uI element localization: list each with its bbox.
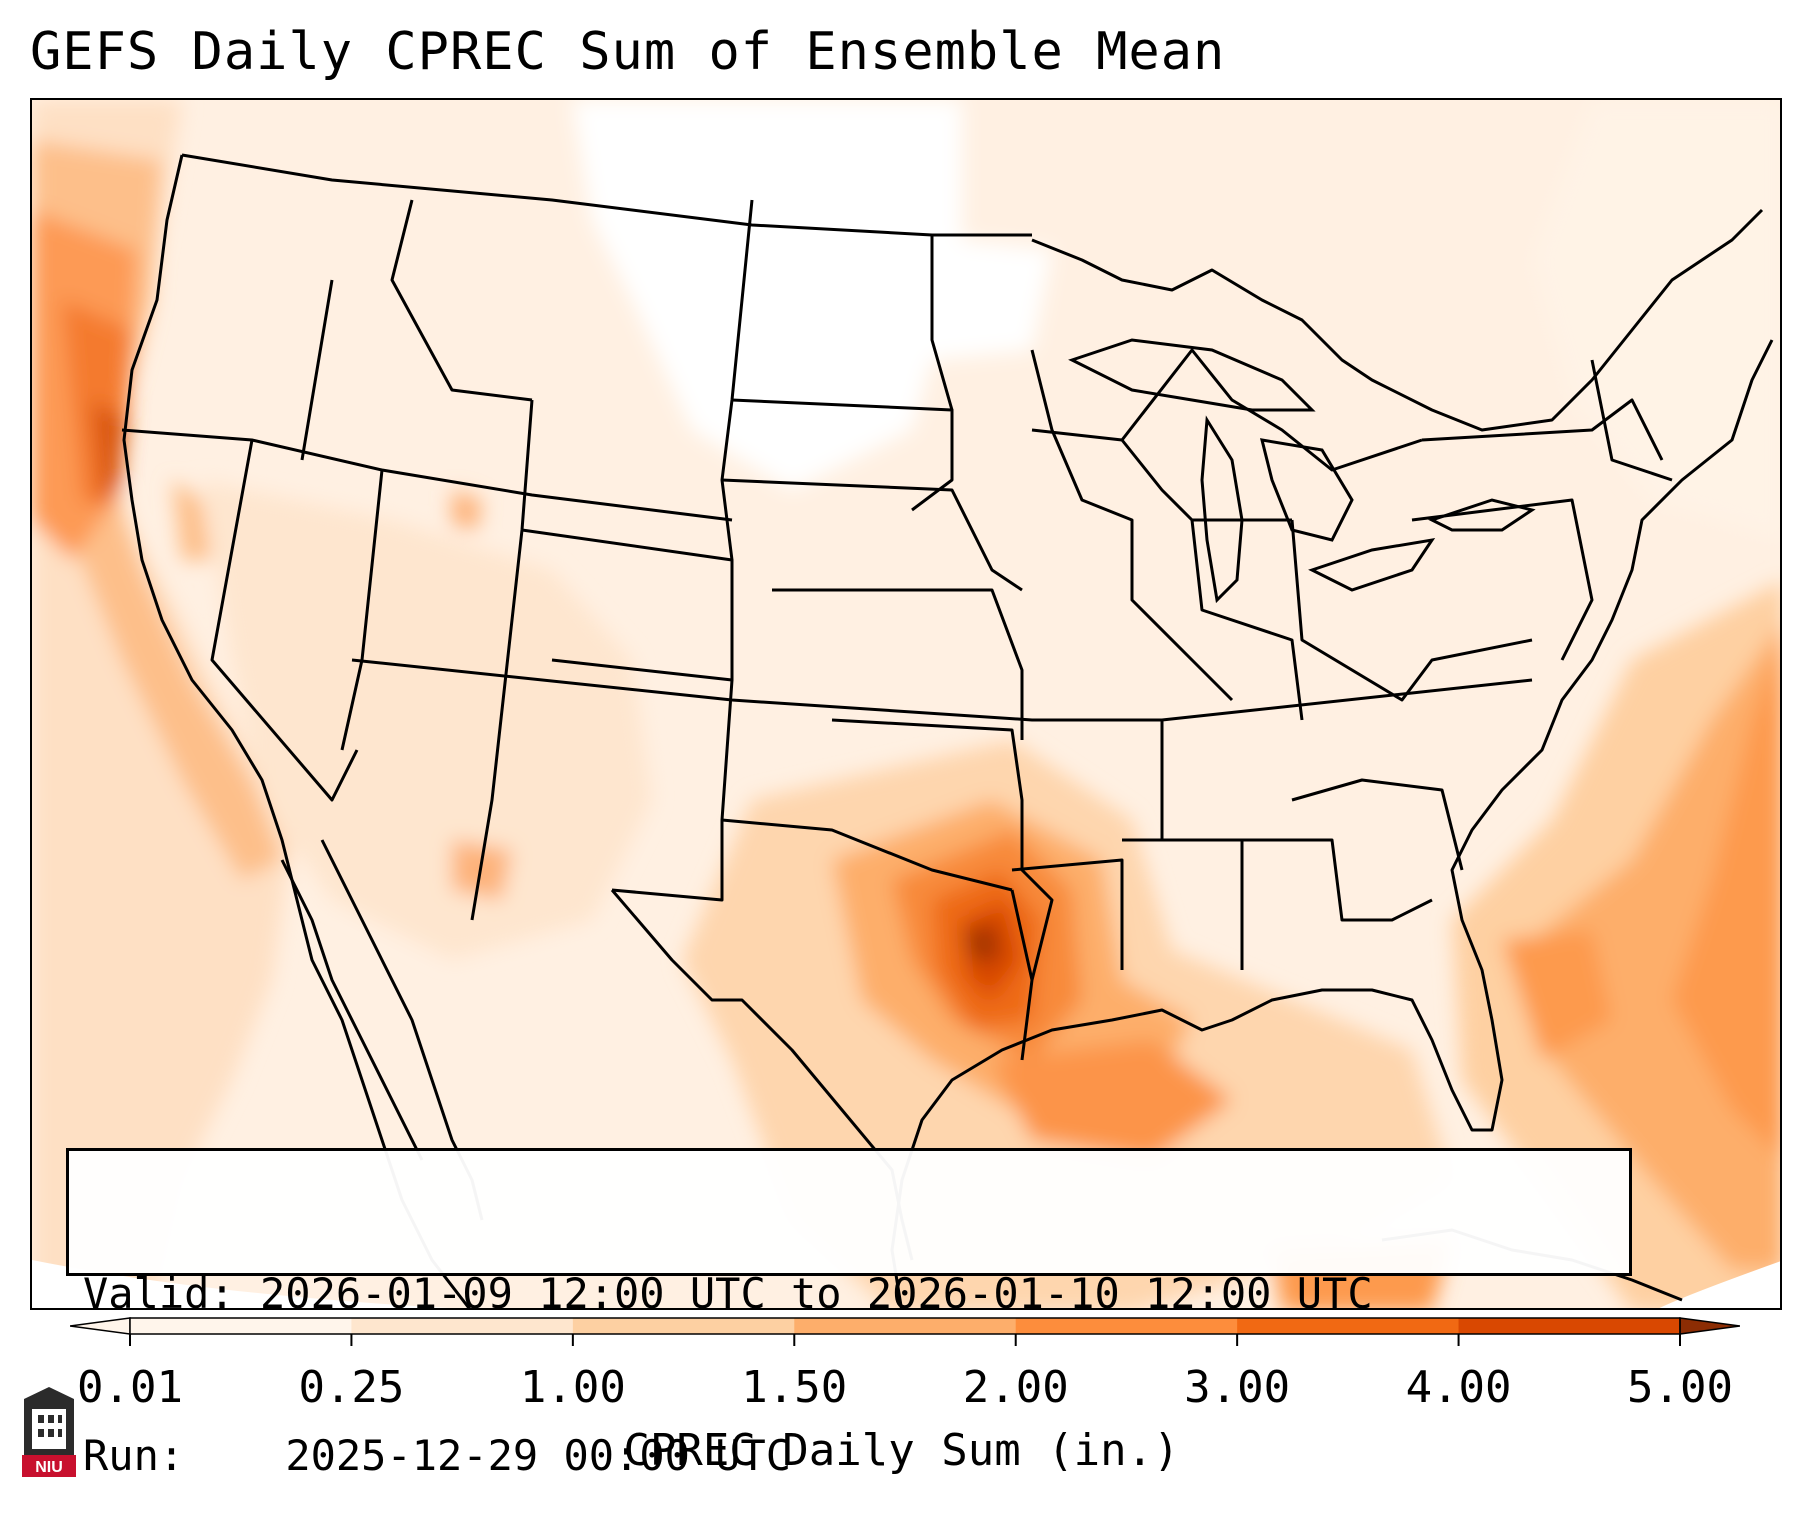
dry-region [572,100,1052,490]
run-row: Run: 2025-12-29 00:00 UTC [83,1429,1615,1483]
colorbar-tick-label: 3.00 [1184,1362,1291,1413]
run-value: 2025-12-29 00:00 UTC [285,1431,792,1480]
colorbar-outline [129,1317,1681,1335]
colorbar-segments [70,1317,1740,1335]
lake-erie [1308,537,1436,592]
colorbar-label: CPREC Daily Sum (in.) [623,1425,1180,1476]
atlantic-gulf-coastline [890,339,1774,1308]
colorbar-tick-label: 0.25 [298,1362,405,1413]
map-panel [30,98,1782,1310]
valid-label: Valid: [83,1269,235,1318]
lake-michigan [1200,415,1244,604]
colorbar-tick-label: 1.50 [741,1362,848,1413]
validity-info-box: Valid: 2026-01-09 12:00 UTC to 2026-01-1… [66,1148,1632,1480]
colorbar-segment [351,1318,574,1334]
lake-huron [1259,438,1354,542]
pacific-coastline [122,154,471,1308]
colorbar-extend-max [1679,1317,1740,1335]
us-canada-border [181,153,1032,237]
colorbar-segment [1237,1318,1460,1334]
colorbar-tick-label: 1.00 [519,1362,626,1413]
colorbar-segment [794,1318,1017,1334]
lake-ontario [1428,498,1536,532]
colorbar-segment [130,1318,352,1334]
colorbar-segment [572,1318,795,1334]
map-title: GEFS Daily CPREC Sum of Ensemble Mean [30,22,1226,82]
colorbar-extend-min [70,1317,131,1335]
colorbar [70,1317,1740,1346]
lake-superior [1068,338,1316,412]
colorbar-ticks [129,1334,1681,1346]
projection-edge-right [1659,1261,1780,1308]
valid-row: Valid: 2026-01-09 12:00 UTC to 2026-01-1… [83,1267,1615,1321]
valid-value: 2026-01-09 12:00 UTC to 2026-01-10 12:00… [260,1269,1373,1318]
great-lakes [1068,338,1536,604]
colorbar-segment [1458,1318,1681,1334]
colorbar-tick-label: 5.00 [1627,1362,1733,1413]
precip-map [32,100,1780,1308]
niu-logo: NIU [22,1387,76,1477]
projection-edge-left [32,1260,449,1308]
colorbar-tick-label: 0.01 [77,1362,183,1413]
colorbar-segment [1015,1318,1238,1334]
colorbar-tick-label: 4.00 [1405,1362,1512,1413]
run-label: Run: [83,1431,185,1480]
colorbar-tick-label: 2.00 [962,1362,1069,1413]
logo-text: NIU [35,1459,63,1476]
